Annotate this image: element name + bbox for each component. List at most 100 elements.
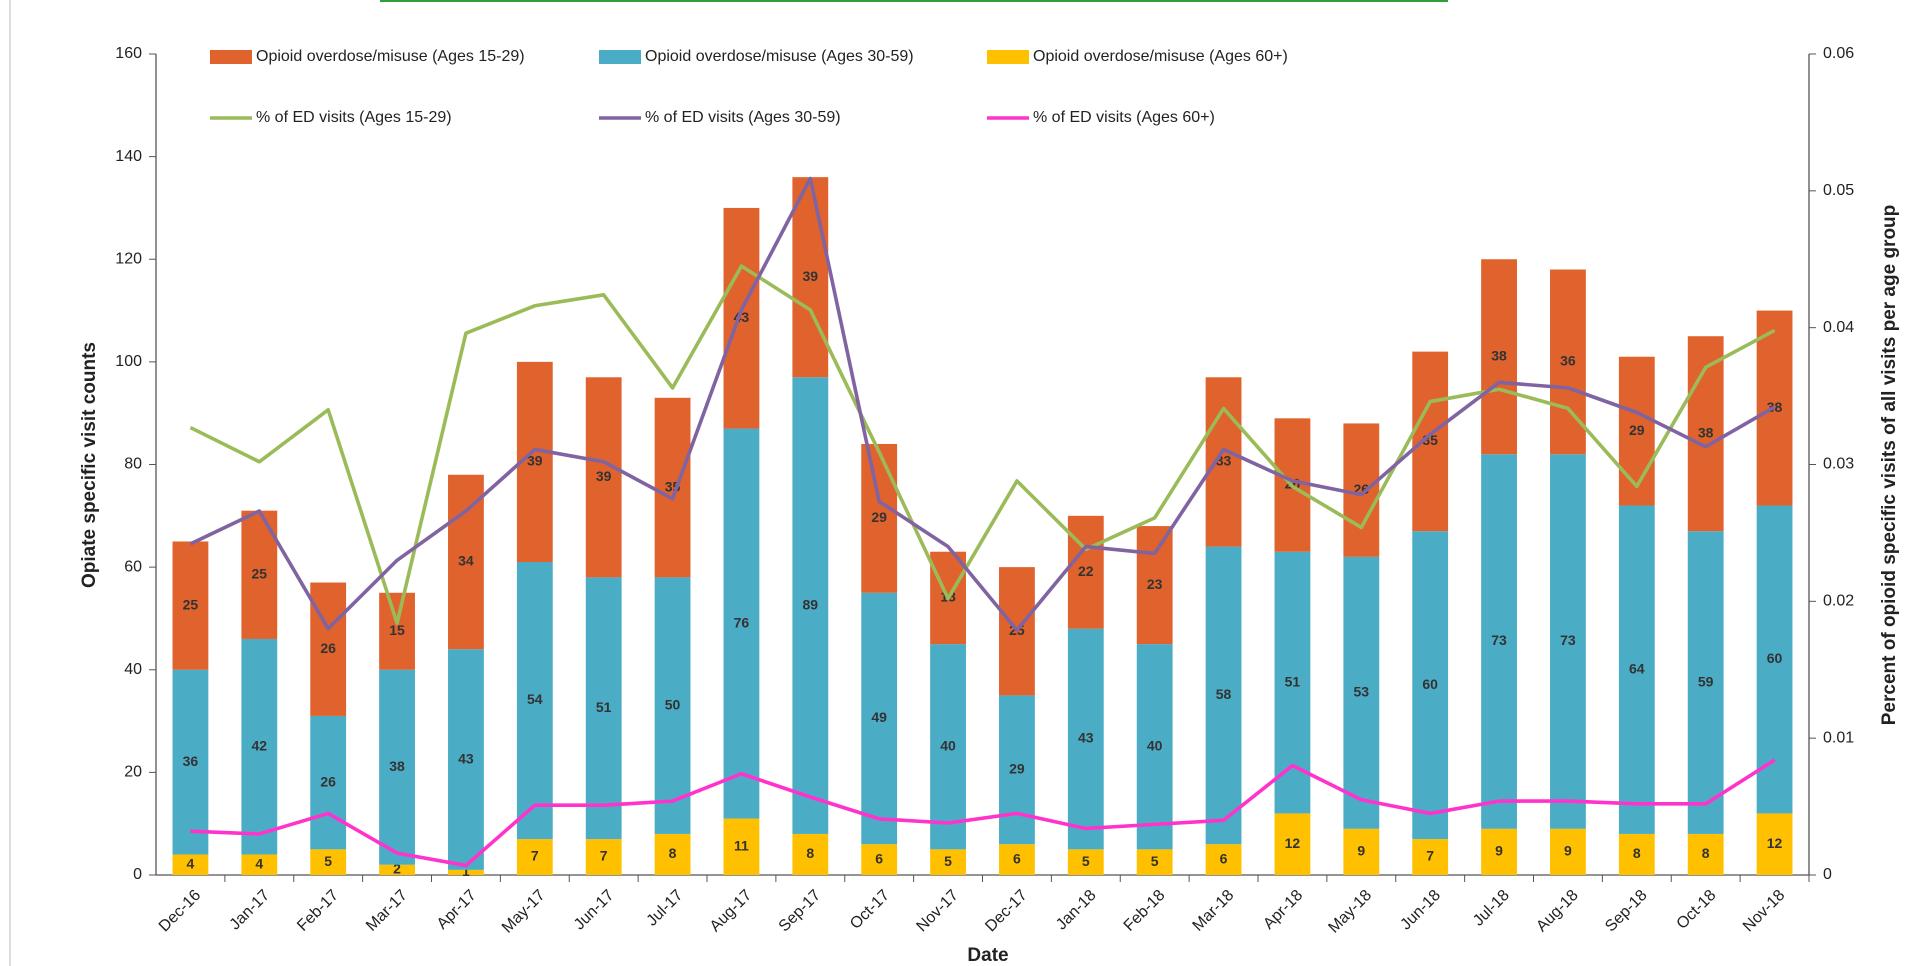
bar-segment bbox=[1343, 423, 1380, 557]
bar-segment bbox=[723, 428, 760, 819]
data-label: 54 bbox=[527, 691, 543, 707]
bar-segment bbox=[861, 592, 898, 845]
data-label: 29 bbox=[871, 509, 887, 525]
data-label: 8 bbox=[1633, 845, 1641, 861]
bar-segment bbox=[1412, 531, 1449, 840]
y2-tick-label: 0.02 bbox=[1823, 593, 1854, 610]
bar-segment bbox=[1756, 813, 1793, 875]
data-label: 9 bbox=[1564, 843, 1572, 859]
bar-segment bbox=[654, 833, 691, 875]
y-tick-label: 100 bbox=[115, 353, 142, 370]
data-label: 4 bbox=[187, 855, 195, 871]
bar-segment bbox=[172, 541, 209, 670]
bar-segment bbox=[1067, 628, 1104, 850]
bar-segment bbox=[379, 864, 415, 875]
bar-segment bbox=[930, 644, 966, 850]
data-label: 36 bbox=[1560, 353, 1576, 369]
data-label: 5 bbox=[1151, 853, 1159, 869]
legend-label: % of ED visits (Ages 15-29) bbox=[256, 109, 452, 126]
data-label: 12 bbox=[1767, 835, 1783, 851]
y-tick-label: 0 bbox=[133, 866, 142, 883]
data-label: 76 bbox=[734, 614, 750, 630]
data-label: 7 bbox=[531, 848, 539, 864]
data-label: 73 bbox=[1491, 632, 1507, 648]
bar-segment bbox=[172, 854, 209, 875]
data-label: 5 bbox=[1082, 853, 1090, 869]
bar-segment bbox=[1481, 259, 1517, 455]
bar-segment bbox=[1481, 828, 1517, 875]
data-label: 38 bbox=[1491, 347, 1507, 363]
bar-segment bbox=[516, 839, 553, 875]
bar-segment bbox=[585, 839, 622, 875]
y2-tick-label: 0.01 bbox=[1823, 729, 1854, 746]
bar-segment bbox=[861, 443, 898, 593]
data-label: 53 bbox=[1354, 684, 1370, 700]
bar-segment bbox=[1618, 505, 1655, 834]
data-label: 7 bbox=[1426, 848, 1434, 864]
legend-label: Opioid overdose/misuse (Ages 30-59) bbox=[645, 48, 914, 65]
y-tick-label: 20 bbox=[124, 764, 142, 781]
data-label: 42 bbox=[252, 737, 268, 753]
bar-segment bbox=[999, 695, 1035, 845]
bar-segment bbox=[792, 377, 829, 834]
data-label: 9 bbox=[1357, 843, 1365, 859]
data-label: 11 bbox=[734, 837, 749, 853]
bar-segment bbox=[792, 833, 829, 875]
bar-segment bbox=[1687, 531, 1724, 834]
legend-label: % of ED visits (Ages 60+) bbox=[1033, 109, 1215, 126]
bar-segment bbox=[654, 577, 691, 834]
bar-segment bbox=[1136, 849, 1173, 875]
bar-segment bbox=[241, 854, 278, 875]
y2-tick-label: 0.04 bbox=[1823, 319, 1854, 336]
legend-label: Opioid overdose/misuse (Ages 15-29) bbox=[256, 48, 525, 65]
y-tick-label: 40 bbox=[124, 661, 142, 678]
data-label: 73 bbox=[1560, 632, 1576, 648]
bar-segment bbox=[172, 669, 209, 855]
data-label: 38 bbox=[1767, 399, 1783, 415]
data-label: 34 bbox=[458, 553, 474, 569]
y-tick-label: 160 bbox=[115, 45, 142, 62]
data-label: 50 bbox=[665, 696, 681, 712]
data-label: 40 bbox=[940, 737, 956, 753]
bar-segment bbox=[1136, 526, 1173, 645]
bar-segment bbox=[585, 377, 622, 578]
data-label: 40 bbox=[1147, 737, 1163, 753]
data-label: 25 bbox=[183, 596, 199, 612]
bar-segment bbox=[1412, 351, 1449, 532]
data-label: 26 bbox=[320, 773, 336, 789]
data-label: 23 bbox=[1147, 576, 1163, 592]
bar-segment bbox=[723, 818, 760, 875]
x-axis-title: Date bbox=[967, 945, 1008, 966]
bar-segment bbox=[379, 669, 415, 865]
data-label: 26 bbox=[320, 640, 336, 656]
y-tick-label: 60 bbox=[124, 558, 142, 575]
bar-segment bbox=[1274, 813, 1311, 875]
data-label: 51 bbox=[596, 699, 612, 715]
data-label: 22 bbox=[1078, 563, 1094, 579]
data-label: 43 bbox=[458, 750, 474, 766]
data-label: 49 bbox=[871, 709, 887, 725]
legend-label: Opioid overdose/misuse (Ages 60+) bbox=[1033, 48, 1288, 65]
line-series bbox=[190, 758, 1776, 868]
data-label: 51 bbox=[1285, 673, 1301, 689]
data-label: 6 bbox=[1220, 850, 1228, 866]
data-label: 89 bbox=[803, 596, 819, 612]
data-label: 36 bbox=[183, 753, 199, 769]
bar-segment bbox=[930, 849, 966, 875]
legend-label: % of ED visits (Ages 30-59) bbox=[645, 109, 841, 126]
bar-segment bbox=[1618, 833, 1655, 875]
data-label: 39 bbox=[803, 268, 819, 284]
line-series bbox=[189, 264, 1776, 626]
y-axis-title: Opiate specific visit counts bbox=[79, 342, 100, 588]
data-label: 29 bbox=[1629, 422, 1645, 438]
data-label: 39 bbox=[527, 453, 543, 469]
data-label: 5 bbox=[324, 853, 332, 869]
y2-tick-label: 0.05 bbox=[1823, 182, 1854, 199]
data-label: 38 bbox=[1698, 424, 1714, 440]
bar-segment bbox=[1412, 839, 1449, 875]
data-label: 39 bbox=[596, 468, 612, 484]
data-label: 6 bbox=[875, 850, 883, 866]
bar-segment bbox=[1550, 454, 1586, 829]
bar-segment bbox=[1343, 556, 1380, 829]
